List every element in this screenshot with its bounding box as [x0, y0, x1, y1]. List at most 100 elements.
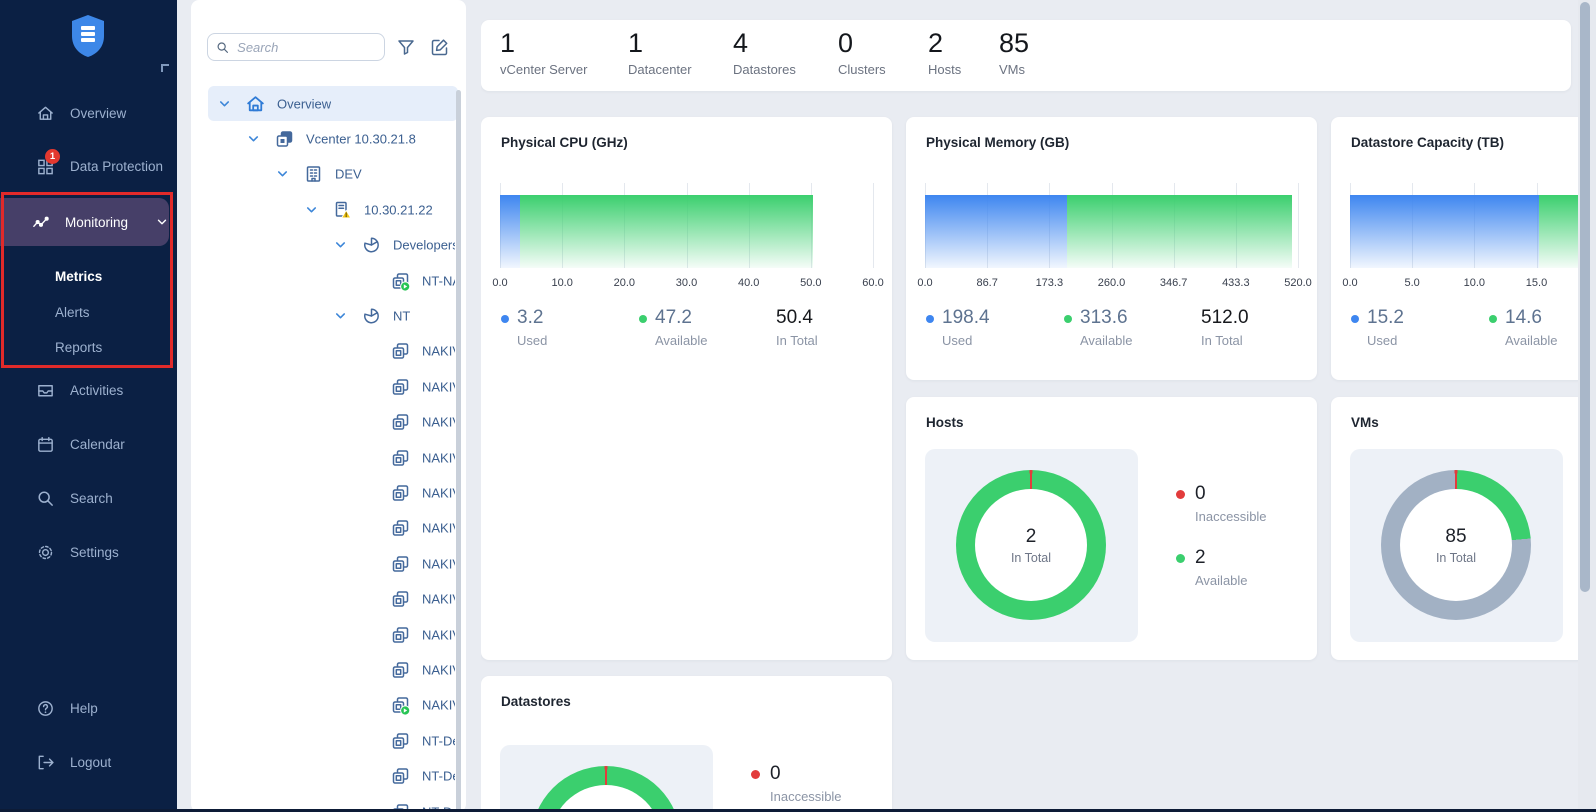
legend-item: 0 Inaccessible: [1176, 483, 1267, 524]
card-title: Datastores: [501, 694, 571, 709]
tree-item[interactable]: Developers: [191, 228, 466, 263]
notification-badge: 1: [45, 148, 60, 164]
donut-chart: 85 In Total: [1381, 470, 1531, 620]
tree-item[interactable]: NT-De: [191, 723, 466, 758]
tree-item[interactable]: NAKIV: [191, 334, 466, 369]
legend-dot-icon: [926, 315, 934, 323]
vm-icon: [390, 412, 411, 433]
summary-stat: 2 Hosts: [928, 28, 961, 77]
bar-segment-available: [519, 195, 814, 268]
bar: [1350, 195, 1578, 268]
vm-icon: [390, 624, 411, 645]
legend-label: Used: [1367, 333, 1398, 348]
tree-item[interactable]: 10.30.21.22: [191, 192, 466, 227]
tree-item[interactable]: NAKIV: [191, 369, 466, 404]
legend-label: Available: [1080, 333, 1133, 348]
summary-stat: 1 Datacenter: [628, 28, 692, 77]
page-scrollbar-track[interactable]: [1578, 0, 1596, 812]
gridline: [873, 183, 874, 268]
question-circle-icon: [36, 699, 55, 718]
card-hosts: Hosts 2 In Total 0 Inaccessible 2 Available: [906, 397, 1317, 660]
stat-value: 1: [500, 28, 516, 58]
axis-tick-label: 0.0: [917, 277, 933, 289]
sidebar-subitem-reports[interactable]: Reports: [55, 340, 103, 355]
bar-segment-used: [1350, 195, 1539, 268]
tree-item[interactable]: NAKIV: [191, 688, 466, 723]
legend-value: 512.0: [1201, 307, 1249, 328]
chevron-down-icon[interactable]: [333, 308, 348, 323]
tree-item[interactable]: NAKIV: [191, 582, 466, 617]
tree-item[interactable]: NAKIV: [191, 652, 466, 687]
gridline: [1298, 183, 1299, 268]
sidebar-item-calendar[interactable]: Calendar: [36, 432, 125, 456]
sidebar-item-overview[interactable]: Overview: [36, 101, 126, 125]
legend-value: 198.4: [942, 307, 990, 328]
card-vms: VMs 85 In Total: [1331, 397, 1578, 660]
tree-item[interactable]: Vcenter 10.30.21.8: [191, 121, 466, 156]
tree-item[interactable]: NT-De: [191, 759, 466, 794]
tree-item[interactable]: NAKIV: [191, 405, 466, 440]
bar-segment-used: [500, 195, 520, 268]
chevron-down-icon[interactable]: [246, 131, 261, 146]
tree-item-label: NAKIV: [422, 485, 455, 501]
tree-item[interactable]: NAKIV: [191, 511, 466, 546]
donut-panel: 2 In Total: [925, 449, 1138, 642]
sidebar-item-label: Monitoring: [65, 214, 129, 230]
summary-stat: 1 vCenter Server: [500, 28, 587, 77]
tree-item[interactable]: Overview: [191, 86, 466, 121]
sidebar-item-settings[interactable]: Settings: [36, 540, 119, 564]
card-datastores: Datastores 0 Inaccessible: [481, 676, 892, 812]
sidebar-collapse-handle-icon[interactable]: [161, 64, 169, 72]
tree-search-box[interactable]: [207, 33, 385, 61]
dashboard-main: 1 vCenter Server 1 Datacenter 4 Datastores 0 Cl…: [481, 0, 1578, 812]
sidebar-item-label: Activities: [70, 382, 124, 398]
tree-item[interactable]: NAKIV: [191, 546, 466, 581]
stat-label: Hosts: [928, 62, 962, 77]
legend-value: 50.4: [776, 307, 813, 328]
tree-item[interactable]: NT-NA: [191, 263, 466, 298]
tree-item[interactable]: DEV: [191, 157, 466, 192]
vm-icon: [390, 341, 411, 362]
compose-edit-icon[interactable]: [430, 37, 450, 57]
tree-item-label: 10.30.21.22: [364, 202, 433, 218]
home-icon: [245, 93, 266, 114]
sidebar-item-activities[interactable]: Activities: [36, 378, 123, 402]
card-datastore-capacity: Datastore Capacity (TB) 0.05.010.015.020…: [1331, 117, 1578, 380]
stat-value: 2: [928, 28, 944, 58]
chevron-down-icon[interactable]: [304, 202, 319, 217]
chart-legend: 3.2 Used 47.2 Available 50.4 In Total: [481, 307, 892, 367]
sidebar-subitem-alerts[interactable]: Alerts: [55, 305, 90, 320]
sidebar-item-data-protection[interactable]: 1 Data Protection: [36, 148, 163, 178]
sidebar-item-monitoring[interactable]: Monitoring: [0, 198, 169, 246]
chevron-down-icon[interactable]: [275, 167, 290, 182]
tree-item[interactable]: NAKIV: [191, 475, 466, 510]
trend-line-icon: [31, 213, 50, 232]
sidebar-subitem-metrics[interactable]: Metrics: [55, 269, 103, 284]
stacked-bar-chart: [925, 183, 1299, 280]
axis-tick-label: 346.7: [1159, 277, 1188, 289]
chevron-down-icon[interactable]: [333, 238, 348, 253]
tree-item[interactable]: NAKIV: [191, 440, 466, 475]
summary-stat: 4 Datastores: [733, 28, 796, 77]
chevron-down-icon[interactable]: [217, 96, 232, 111]
sidebar-item-help[interactable]: Help: [36, 696, 98, 720]
sidebar-item-logout[interactable]: Logout: [36, 750, 111, 774]
card-physical-memory: Physical Memory (GB) 0.0 86.7 173.3 260.0 34…: [906, 117, 1317, 380]
legend-label: Used: [517, 333, 548, 348]
filter-funnel-icon[interactable]: [396, 37, 416, 57]
tree-item[interactable]: NT: [191, 298, 466, 333]
tree-item[interactable]: NAKIV: [191, 617, 466, 652]
tree-item-label: NAKIV: [422, 520, 455, 536]
page-scrollbar-thumb[interactable]: [1580, 2, 1590, 592]
tree-scrollbar-thumb[interactable]: [456, 90, 461, 812]
axis-tick-label: 10.0: [551, 277, 573, 289]
vm-icon: [390, 447, 411, 468]
tree-item-label: NAKIV: [422, 556, 455, 572]
sidebar-item-search[interactable]: Search: [36, 486, 113, 510]
vm-icon: [390, 659, 411, 680]
tree-item-label: NAKIV: [422, 591, 455, 607]
tree-item-label: NAKIV: [422, 343, 455, 359]
tree-search-input[interactable]: [235, 38, 376, 56]
stat-value: 0: [838, 28, 854, 58]
legend-dot-icon: [501, 315, 509, 323]
